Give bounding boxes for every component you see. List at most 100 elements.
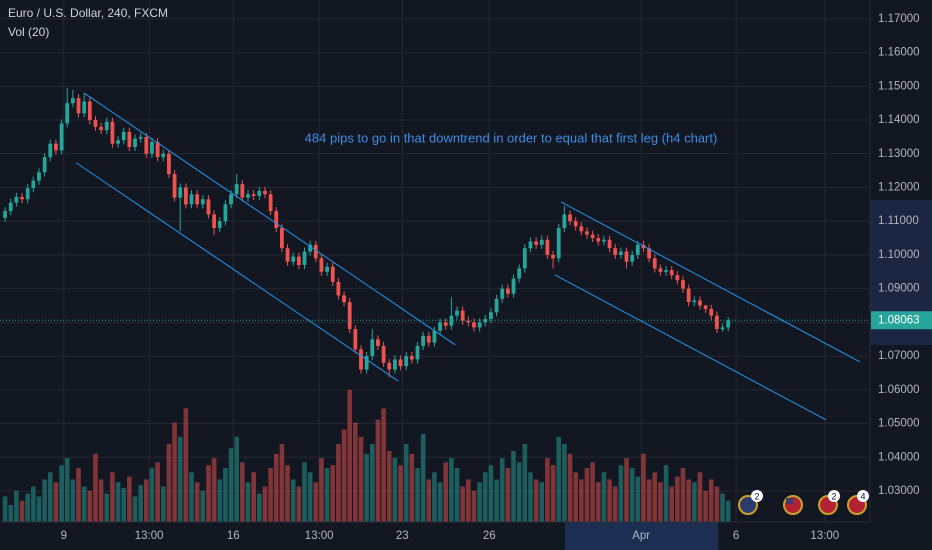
- volume-bar: [296, 486, 302, 522]
- y-tick-label: 1.09000: [878, 283, 920, 295]
- volume-bar: [624, 458, 629, 522]
- volume-bar: [200, 490, 206, 522]
- volume-bar: [612, 486, 618, 522]
- candle-body: [99, 126, 104, 131]
- candle-body: [630, 254, 635, 262]
- volume-bar: [652, 472, 658, 522]
- volume-bar: [680, 468, 686, 522]
- volume-bar: [635, 476, 641, 522]
- volume-bar: [409, 453, 415, 522]
- chart-title: Euro / U.S. Dollar, 240, FXCM: [8, 6, 168, 20]
- volume-bar: [341, 429, 347, 522]
- y-tick-label: 1.10000: [878, 249, 920, 261]
- volume-bar: [454, 468, 460, 522]
- candle-body: [579, 226, 584, 232]
- candle-body: [613, 248, 618, 255]
- candle-body: [296, 256, 301, 266]
- candle-body: [31, 180, 36, 189]
- volume-bar: [172, 422, 177, 522]
- annotation: 484 pips to go in that downtrend in orde…: [305, 130, 718, 145]
- volume-bar: [686, 479, 691, 522]
- volume-bar: [132, 496, 138, 522]
- volume-bar: [302, 462, 307, 522]
- volume-bar: [658, 482, 663, 522]
- volume-bar: [155, 462, 160, 522]
- y-tick-label: 1.05000: [878, 418, 920, 430]
- candle-body: [93, 120, 98, 127]
- badge: [751, 490, 763, 502]
- volume-bar: [358, 436, 364, 522]
- candle-body: [70, 98, 75, 104]
- y-tick-label: 1.12000: [878, 182, 920, 194]
- candle-body: [703, 305, 708, 309]
- volume-bar: [115, 482, 121, 522]
- candle-body: [522, 248, 527, 269]
- volume-bar: [460, 486, 465, 522]
- volume-bar: [347, 389, 352, 522]
- x-tick-label: 13:00: [135, 530, 164, 542]
- candle-body: [116, 140, 120, 144]
- candles: [3, 88, 731, 378]
- time-range-highlight: [565, 522, 718, 550]
- candle-body: [726, 320, 731, 328]
- candle-body: [234, 184, 239, 195]
- volume-bar: [675, 476, 680, 522]
- x-tick-label: 13:00: [810, 530, 839, 542]
- candle-body: [133, 138, 137, 148]
- candle-body: [585, 231, 589, 235]
- volume-bar: [466, 479, 471, 522]
- volume-bar: [432, 472, 437, 522]
- candle-body: [285, 248, 290, 262]
- candle-body: [432, 330, 437, 343]
- candle-body: [8, 202, 13, 212]
- volume-bar: [488, 465, 494, 522]
- badge: [857, 490, 869, 502]
- volume-bar: [234, 436, 240, 522]
- volume-bar: [369, 443, 375, 522]
- candle-body: [596, 238, 601, 242]
- volume-bar: [257, 493, 262, 522]
- y-tick-label: 1.03000: [878, 485, 920, 497]
- candle-body: [647, 248, 652, 259]
- event-icon[interactable]: [738, 495, 758, 515]
- candle-body: [268, 194, 273, 212]
- candle-body: [144, 136, 149, 154]
- candle-body: [415, 345, 420, 360]
- volume-bar: [70, 479, 76, 522]
- volume-bar: [240, 462, 245, 522]
- candle-body: [404, 356, 409, 367]
- candle-body: [291, 256, 296, 262]
- x-tick-label: 6: [733, 530, 739, 542]
- volume-bar: [403, 443, 409, 522]
- candle-body: [325, 266, 329, 272]
- volume-bar: [14, 490, 19, 522]
- x-tick-label: 26: [483, 530, 496, 542]
- candle-body: [263, 190, 267, 195]
- candle-body: [223, 204, 228, 222]
- candle-body: [664, 270, 668, 272]
- volume-bar: [290, 479, 296, 522]
- candle-body: [167, 153, 171, 174]
- volume-bar: [251, 472, 256, 522]
- volume-bar: [697, 472, 703, 522]
- trendline: [75, 162, 399, 382]
- volume-bar: [516, 462, 522, 522]
- price-axis-labels: 1.03000 1.04000 1.05000 1.06000 1.07000 1.080…: [878, 13, 920, 497]
- volume-bar: [482, 472, 488, 522]
- candle-body: [206, 199, 211, 215]
- volume-bar: [93, 453, 98, 522]
- x-tick-label: 13:00: [305, 530, 334, 542]
- volume-bar: [138, 485, 143, 522]
- candle-body: [150, 141, 154, 154]
- candle-body: [353, 329, 358, 350]
- candle-body: [381, 345, 386, 363]
- volume-bar: [19, 500, 25, 522]
- candle-body: [313, 244, 318, 259]
- volume-bar: [420, 433, 426, 522]
- volume-bar: [217, 479, 223, 522]
- candle-body: [195, 194, 200, 205]
- candle-body: [556, 227, 561, 259]
- volume-bar: [76, 468, 81, 522]
- volume-bar: [477, 482, 482, 522]
- volume-bar: [268, 468, 273, 522]
